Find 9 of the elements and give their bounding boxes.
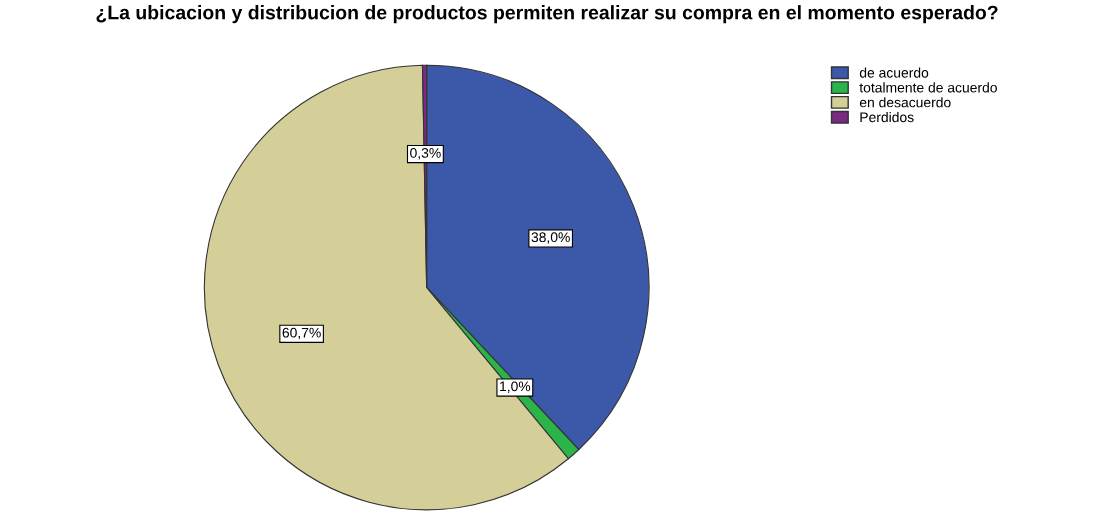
chart-title: ¿La ubicacion y distribucion de productos permiten realizar su compra en el momento esperado? [96, 5, 998, 24]
data-label: 60,7% [282, 327, 321, 340]
data-label: 1,0% [500, 381, 531, 393]
legend-label: totalmente de acuerdo [859, 82, 997, 93]
data-label: 38,0% [531, 232, 570, 244]
legend-label: Perdidos [860, 111, 914, 123]
legend-label: en desacuerdo [859, 97, 951, 108]
legend-label: de acuerdo [859, 67, 929, 78]
data-label: 0,3% [410, 148, 441, 160]
